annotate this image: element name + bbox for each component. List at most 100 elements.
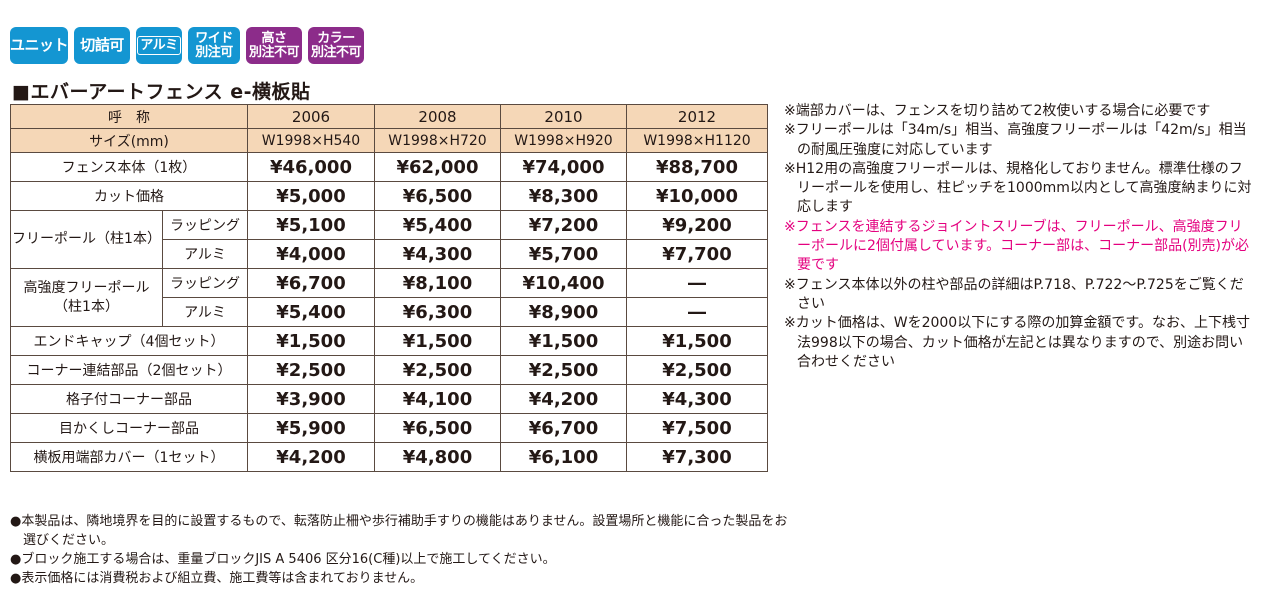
- side-note: ※フリーポールは「34m/s」相当、高強度フリーポールは「42m/s」相当の耐風…: [784, 122, 1247, 158]
- side-note: ※カット価格は、Wを2000以下にする際の加算金額です。なお、上下桟寸法998以…: [784, 315, 1250, 370]
- column-header: 2012: [626, 104, 768, 129]
- badge-alumi-label: アルミ: [137, 36, 181, 55]
- price-cell: ¥4,300: [626, 384, 768, 414]
- badge-alumi: アルミ: [136, 27, 182, 64]
- side-note: ※フェンス本体以外の柱や部品の詳細はP.718、P.722～P.725をご覧くだ…: [784, 276, 1244, 312]
- badge-wide-line2: 別注可: [195, 44, 233, 60]
- table-row: 格子付コーナー部品 ¥3,900 ¥4,100 ¥4,200 ¥4,300: [10, 384, 768, 414]
- price-cell: ¥6,500: [374, 413, 501, 443]
- price-cell: ―: [626, 268, 768, 298]
- price-cell: ¥9,200: [626, 210, 768, 240]
- price-cell: ¥2,500: [626, 355, 768, 385]
- size-label: サイズ(mm): [10, 128, 248, 153]
- price-cell: ¥4,200: [500, 384, 627, 414]
- price-cell: ¥6,300: [374, 297, 501, 327]
- badge-unit: ユニット: [10, 27, 69, 64]
- price-cell: ¥6,100: [500, 442, 627, 472]
- row-name: 目かくしコーナー部品: [10, 413, 248, 443]
- size-cell: W1998×H720: [374, 128, 501, 153]
- row-name: エンドキャップ（4個セット）: [10, 326, 248, 356]
- price-cell: ¥8,900: [500, 297, 627, 327]
- price-cell: ¥88,700: [626, 152, 768, 182]
- price-table: 呼 称 2006 2008 2010 2012 サイズ(mm) W1998×H5…: [10, 104, 768, 472]
- price-cell: ¥2,500: [500, 355, 627, 385]
- price-cell: ¥7,500: [626, 413, 768, 443]
- side-note: ※端部カバーは、フェンスを切り詰めて2枚使いする場合に必要です: [784, 103, 1211, 119]
- price-cell: ¥3,900: [247, 384, 375, 414]
- price-cell: ¥6,500: [374, 181, 501, 211]
- badge-wide: ワイド 別注可: [188, 27, 240, 64]
- header-label: 呼 称: [10, 104, 248, 129]
- price-cell: ¥5,400: [247, 297, 375, 327]
- price-cell: ¥6,700: [247, 268, 375, 298]
- row-sub-name: ラッピング: [162, 210, 248, 240]
- badge-color-line1: カラー: [317, 30, 355, 46]
- row-group-name-line1: 高強度フリーポール: [23, 279, 150, 296]
- price-cell: ¥1,500: [374, 326, 501, 356]
- column-header: 2006: [247, 104, 375, 129]
- row-group-name-line2: （柱1本）: [54, 298, 119, 315]
- row-name: フェンス本体（1枚）: [10, 152, 248, 182]
- table-row: フリーポール（柱1本） ラッピング ¥5,100 ¥5,400 ¥7,200 ¥…: [10, 210, 768, 269]
- column-header: 2008: [374, 104, 501, 129]
- badge-color-line2: 別注不可: [310, 44, 362, 60]
- price-cell: ¥2,500: [247, 355, 375, 385]
- price-cell: ¥2,500: [374, 355, 501, 385]
- price-cell: ¥4,800: [374, 442, 501, 472]
- price-cell: ¥46,000: [247, 152, 375, 182]
- price-cell: ¥62,000: [374, 152, 501, 182]
- badge-cuttable: 切詰可: [74, 27, 130, 64]
- side-note: ※H12用の高強度フリーポールは、規格化しておりません。標準仕様のフリーポールを…: [784, 160, 1252, 216]
- price-cell: ¥10,000: [626, 181, 768, 211]
- badge-height: 高さ 別注不可: [246, 27, 302, 64]
- column-header: 2010: [500, 104, 627, 129]
- price-cell: ¥1,500: [247, 326, 375, 356]
- footer-note: ●本製品は、隣地境界を目的に設置するもので、転落防止柵や歩行補助手すりの機能はあ…: [10, 514, 788, 548]
- side-notes: ※端部カバーは、フェンスを切り詰めて2枚使いする場合に必要です ※フリーポールは…: [784, 102, 1254, 372]
- row-sub-name: アルミ: [162, 297, 248, 327]
- table-row: コーナー連結部品（2個セット） ¥2,500 ¥2,500 ¥2,500 ¥2,…: [10, 355, 768, 385]
- price-cell: ¥4,000: [247, 239, 375, 269]
- price-cell: ¥4,300: [374, 239, 501, 269]
- badge-unit-label: ユニット: [10, 36, 69, 54]
- size-cell: W1998×H920: [500, 128, 627, 153]
- table-row: 高強度フリーポール （柱1本） ラッピング ¥6,700 ¥8,100 ¥10,…: [10, 268, 768, 327]
- price-cell: ¥7,300: [626, 442, 768, 472]
- row-group-name: フリーポール（柱1本）: [10, 210, 163, 269]
- table-row: フェンス本体（1枚） ¥46,000 ¥62,000 ¥74,000 ¥88,7…: [10, 152, 768, 182]
- footer-notes: ●本製品は、隣地境界を目的に設置するもので、転落防止柵や歩行補助手すりの機能はあ…: [10, 512, 790, 588]
- table-row: カット価格 ¥5,000 ¥6,500 ¥8,300 ¥10,000: [10, 181, 768, 211]
- price-cell: ¥5,900: [247, 413, 375, 443]
- table-row: 横板用端部カバー（1セット） ¥4,200 ¥4,800 ¥6,100 ¥7,3…: [10, 442, 768, 472]
- price-cell: ¥5,400: [374, 210, 501, 240]
- table-row: アルミ ¥5,400 ¥6,300 ¥8,900 ―: [11, 297, 768, 327]
- badge-height-line2: 別注不可: [248, 44, 300, 60]
- price-cell: ¥6,700: [500, 413, 627, 443]
- price-cell: ¥7,200: [500, 210, 627, 240]
- price-cell: ¥5,100: [247, 210, 375, 240]
- table-row: エンドキャップ（4個セット） ¥1,500 ¥1,500 ¥1,500 ¥1,5…: [10, 326, 768, 356]
- price-cell: ¥5,000: [247, 181, 375, 211]
- row-name: カット価格: [10, 181, 248, 211]
- row-sub-name: アルミ: [162, 239, 248, 269]
- badge-color: カラー 別注不可: [308, 27, 364, 64]
- row-sub-name: ラッピング: [162, 268, 248, 298]
- table-row: 目かくしコーナー部品 ¥5,900 ¥6,500 ¥6,700 ¥7,500: [10, 413, 768, 443]
- price-cell: ¥4,200: [247, 442, 375, 472]
- badge-wide-line1: ワイド: [195, 30, 233, 46]
- table-row: アルミ ¥4,000 ¥4,300 ¥5,700 ¥7,700: [11, 239, 768, 269]
- row-group-name: 高強度フリーポール （柱1本）: [10, 268, 163, 327]
- side-note-highlight: ※フェンスを連結するジョイントスリーブは、フリーポール、高強度フリーポールに2個…: [784, 218, 1250, 274]
- price-cell: ¥4,100: [374, 384, 501, 414]
- size-cell: W1998×H1120: [626, 128, 768, 153]
- price-cell: ¥8,300: [500, 181, 627, 211]
- size-cell: W1998×H540: [247, 128, 375, 153]
- price-cell: ¥1,500: [626, 326, 768, 356]
- row-name: 横板用端部カバー（1セット）: [10, 442, 248, 472]
- row-name: 格子付コーナー部品: [10, 384, 248, 414]
- footer-note: ●表示価格には消費税および組立費、施工費等は含まれておりません。: [10, 571, 424, 586]
- page-title: ■エバーアートフェンス e-横板貼: [12, 81, 311, 103]
- price-cell: ¥74,000: [500, 152, 627, 182]
- size-row: サイズ(mm) W1998×H540 W1998×H720 W1998×H920…: [10, 128, 768, 153]
- price-cell: ¥10,400: [500, 268, 627, 298]
